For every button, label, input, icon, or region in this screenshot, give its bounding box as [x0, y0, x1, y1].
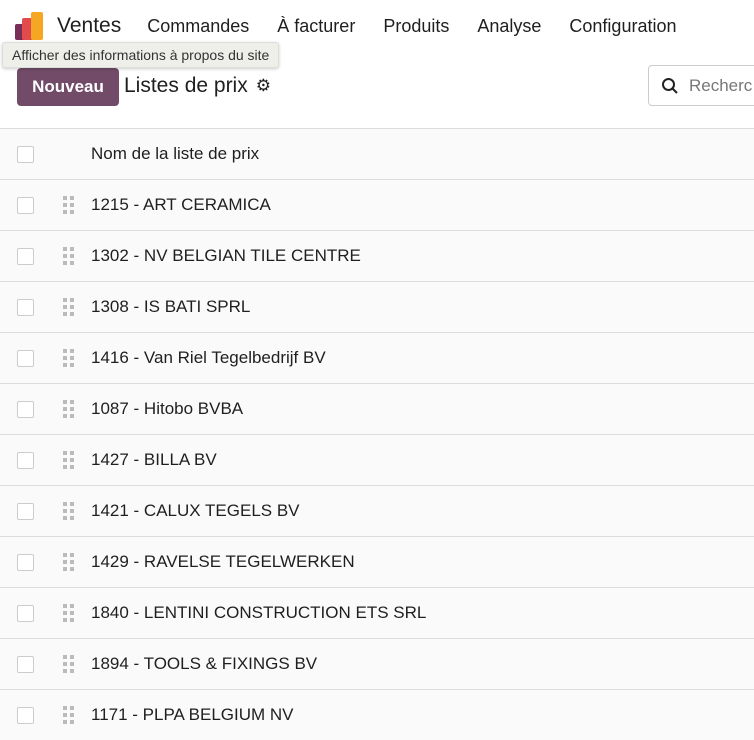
row-checkbox[interactable] [17, 502, 34, 520]
row-name: 1840 - LENTINI CONSTRUCTION ETS SRL [91, 603, 427, 622]
row-name: 1308 - IS BATI SPRL [91, 297, 251, 316]
top-navbar: Ventes Commandes À facturer Produits Ana… [0, 0, 754, 52]
table-row[interactable]: 1302 - NV BELGIAN TILE CENTRE [0, 230, 754, 281]
drag-handle-icon[interactable] [63, 604, 74, 622]
table-row[interactable]: 1421 - CALUX TEGELS BV [0, 485, 754, 536]
row-checkbox[interactable] [17, 706, 34, 724]
row-checkbox[interactable] [17, 553, 34, 571]
app-name[interactable]: Ventes [57, 14, 122, 37]
row-checkbox[interactable] [17, 349, 34, 367]
tooltip: Afficher des informations à propos du si… [2, 42, 280, 68]
drag-handle-icon[interactable] [63, 451, 74, 469]
drag-handle-icon[interactable] [63, 706, 74, 724]
row-name: 1171 - PLPA BELGIUM NV [91, 705, 294, 724]
table-row[interactable]: 1087 - Hitobo BVBA [0, 383, 754, 434]
drag-handle-icon[interactable] [63, 655, 74, 673]
search-input[interactable]: Recherc [648, 65, 754, 106]
drag-handle-icon[interactable] [63, 400, 74, 418]
drag-handle-icon[interactable] [63, 298, 74, 316]
select-all-checkbox[interactable] [17, 145, 34, 163]
gear-icon[interactable]: ⚙ [255, 76, 271, 95]
pricelist-table: Nom de la liste de prix 1215 - ART CERAM… [0, 128, 754, 740]
row-name: 1416 - Van Riel Tegelbedrijf BV [91, 348, 326, 367]
page-title: Listes de prix ⚙ [124, 74, 271, 98]
menu-configuration[interactable]: Configuration [569, 15, 677, 36]
drag-handle-icon[interactable] [63, 502, 74, 520]
column-header-name[interactable]: Nom de la liste de prix [91, 144, 260, 163]
table-row[interactable]: 1171 - PLPA BELGIUM NV [0, 689, 754, 740]
row-name: 1429 - RAVELSE TEGELWERKEN [91, 552, 355, 571]
table-row[interactable]: 1416 - Van Riel Tegelbedrijf BV [0, 332, 754, 383]
drag-handle-icon[interactable] [63, 247, 74, 265]
table-row[interactable]: 1840 - LENTINI CONSTRUCTION ETS SRL [0, 587, 754, 638]
table-row[interactable]: 1427 - BILLA BV [0, 434, 754, 485]
control-panel: Nouveau Listes de prix ⚙ Recherc [0, 52, 754, 128]
menu-analyse[interactable]: Analyse [477, 15, 542, 36]
table-header: Nom de la liste de prix [0, 128, 754, 179]
table-row[interactable]: 1215 - ART CERAMICA [0, 179, 754, 230]
row-name: 1894 - TOOLS & FIXINGS BV [91, 654, 318, 673]
new-button[interactable]: Nouveau [17, 68, 119, 106]
row-name: 1427 - BILLA BV [91, 450, 217, 469]
app-logo-icon[interactable] [15, 12, 45, 40]
row-checkbox[interactable] [17, 451, 34, 469]
row-checkbox[interactable] [17, 604, 34, 622]
row-checkbox[interactable] [17, 655, 34, 673]
page-title-text: Listes de prix [124, 74, 248, 97]
row-checkbox[interactable] [17, 196, 34, 214]
table-row[interactable]: 1429 - RAVELSE TEGELWERKEN [0, 536, 754, 587]
row-checkbox[interactable] [17, 298, 34, 316]
menu-produits[interactable]: Produits [383, 15, 450, 36]
menu-commandes[interactable]: Commandes [147, 15, 250, 36]
row-name: 1215 - ART CERAMICA [91, 195, 271, 214]
row-name: 1421 - CALUX TEGELS BV [91, 501, 300, 520]
row-checkbox[interactable] [17, 247, 34, 265]
table-row[interactable]: 1894 - TOOLS & FIXINGS BV [0, 638, 754, 689]
search-placeholder: Recherc [689, 75, 753, 95]
search-icon [662, 77, 678, 94]
table-row[interactable]: 1308 - IS BATI SPRL [0, 281, 754, 332]
drag-handle-icon[interactable] [63, 349, 74, 367]
row-checkbox[interactable] [17, 400, 34, 418]
drag-handle-icon[interactable] [63, 196, 74, 214]
drag-handle-icon[interactable] [63, 553, 74, 571]
menu-a-facturer[interactable]: À facturer [277, 15, 356, 36]
row-name: 1087 - Hitobo BVBA [91, 399, 244, 418]
row-name: 1302 - NV BELGIAN TILE CENTRE [91, 246, 361, 265]
